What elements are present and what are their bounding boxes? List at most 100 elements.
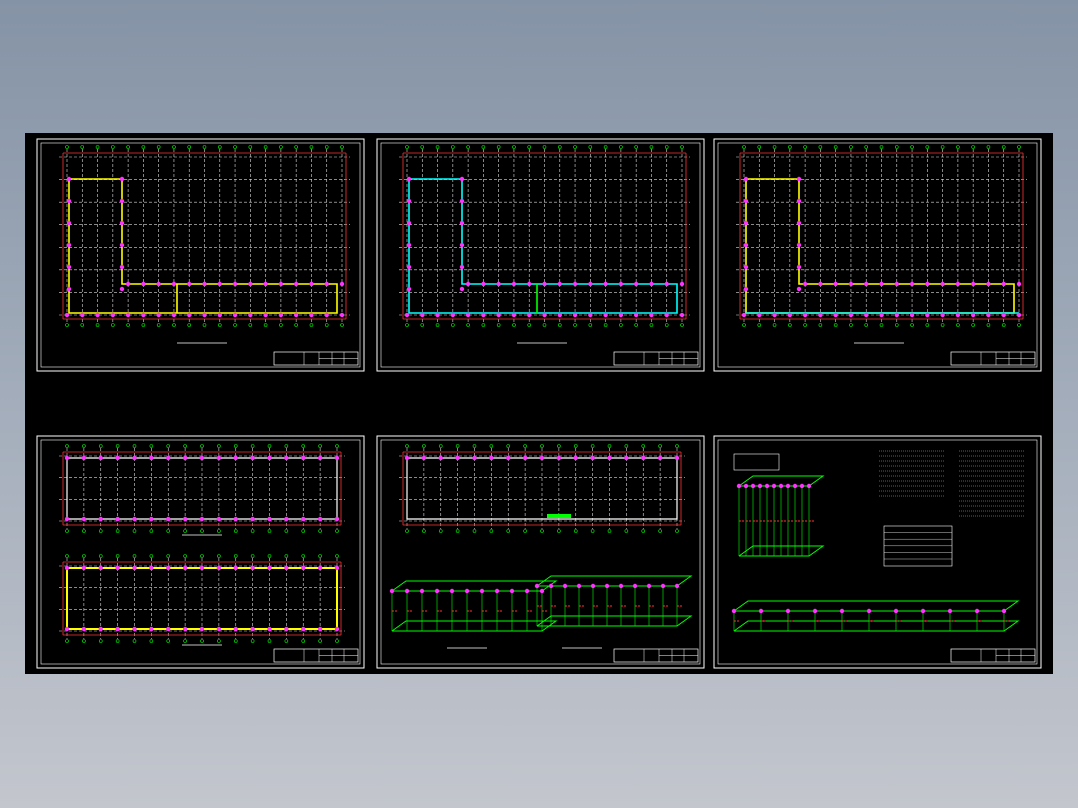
axis-bubble	[217, 639, 221, 643]
column	[171, 312, 177, 318]
column	[459, 242, 465, 248]
axis-bubble	[542, 323, 547, 327]
column	[947, 608, 953, 614]
axis-bubble	[1017, 145, 1021, 149]
axis-bubble	[166, 554, 171, 558]
column	[925, 312, 930, 318]
axis-bubble	[267, 554, 272, 558]
column	[925, 281, 930, 287]
axis-bubble	[489, 529, 494, 533]
axis-bubble	[149, 554, 154, 558]
column	[119, 176, 125, 182]
axis-bubble	[335, 529, 339, 533]
column	[66, 176, 72, 182]
sheet-frame	[380, 142, 701, 368]
axis-bubble	[263, 145, 268, 149]
column	[472, 455, 477, 461]
axis-bubble	[757, 145, 762, 149]
drawing-sheet	[713, 435, 1042, 669]
column	[66, 286, 72, 292]
axis-bubble	[603, 145, 608, 149]
axis-bubble	[250, 444, 255, 448]
column	[974, 608, 980, 614]
axis-bubble	[65, 444, 69, 448]
axis-bubble	[294, 323, 298, 327]
axis-bubble	[742, 145, 746, 149]
axis-bubble	[335, 554, 339, 558]
column	[743, 483, 749, 489]
axis-bubble	[420, 323, 425, 327]
column	[879, 281, 884, 287]
column	[119, 286, 125, 292]
axis-bubble	[658, 444, 662, 448]
axis-bubble	[284, 639, 289, 643]
column	[182, 565, 188, 571]
column	[232, 281, 238, 287]
column	[406, 286, 412, 292]
axis-bubble	[455, 444, 460, 448]
column	[119, 242, 125, 248]
axis-bubble	[489, 444, 494, 448]
column	[301, 565, 306, 571]
axis-bubble	[318, 444, 322, 448]
column	[406, 176, 412, 182]
axis-bubble	[910, 145, 914, 149]
column	[812, 608, 818, 614]
axis-bubble	[233, 529, 238, 533]
column	[132, 455, 137, 461]
axis-bubble	[986, 145, 991, 149]
axis-bubble	[438, 529, 443, 533]
axis-bubble	[65, 529, 69, 533]
axis-bubble	[279, 323, 283, 327]
column	[435, 312, 440, 318]
column	[95, 312, 100, 318]
axis-bubble	[438, 444, 443, 448]
axis-bubble	[956, 145, 960, 149]
column	[232, 312, 238, 318]
axis-bubble	[126, 145, 130, 149]
column	[449, 588, 455, 594]
column	[743, 242, 749, 248]
column	[98, 455, 103, 461]
sheet-frame	[40, 439, 361, 665]
axis-bubble	[619, 145, 623, 149]
column	[182, 516, 188, 522]
axis-bubble	[166, 444, 171, 448]
axis-bubble	[335, 639, 339, 643]
column	[334, 565, 340, 571]
column	[141, 312, 146, 318]
axis-bubble	[141, 145, 146, 149]
axis-bubble	[65, 323, 69, 327]
column	[893, 608, 899, 614]
column	[496, 281, 501, 287]
column	[250, 626, 255, 632]
column	[334, 626, 340, 632]
sheet-border	[36, 435, 365, 669]
axis-bubble	[183, 554, 187, 558]
axis-bubble	[284, 444, 289, 448]
column	[149, 516, 154, 522]
column	[455, 455, 460, 461]
column	[263, 312, 268, 318]
column	[248, 281, 253, 287]
column	[970, 312, 976, 318]
column	[110, 312, 116, 318]
column	[284, 455, 289, 461]
column	[679, 312, 685, 318]
column	[334, 455, 340, 461]
column	[1001, 312, 1006, 318]
axis-bubble	[149, 639, 154, 643]
axis-bubble	[80, 323, 85, 327]
axis-bubble	[405, 323, 409, 327]
column	[632, 583, 638, 589]
axis-bubble	[324, 323, 329, 327]
axis-bubble	[248, 323, 253, 327]
column	[309, 312, 314, 318]
column	[799, 483, 805, 489]
column	[664, 312, 669, 318]
column	[141, 281, 146, 287]
column	[233, 455, 238, 461]
column	[233, 565, 238, 571]
column	[1016, 312, 1022, 318]
